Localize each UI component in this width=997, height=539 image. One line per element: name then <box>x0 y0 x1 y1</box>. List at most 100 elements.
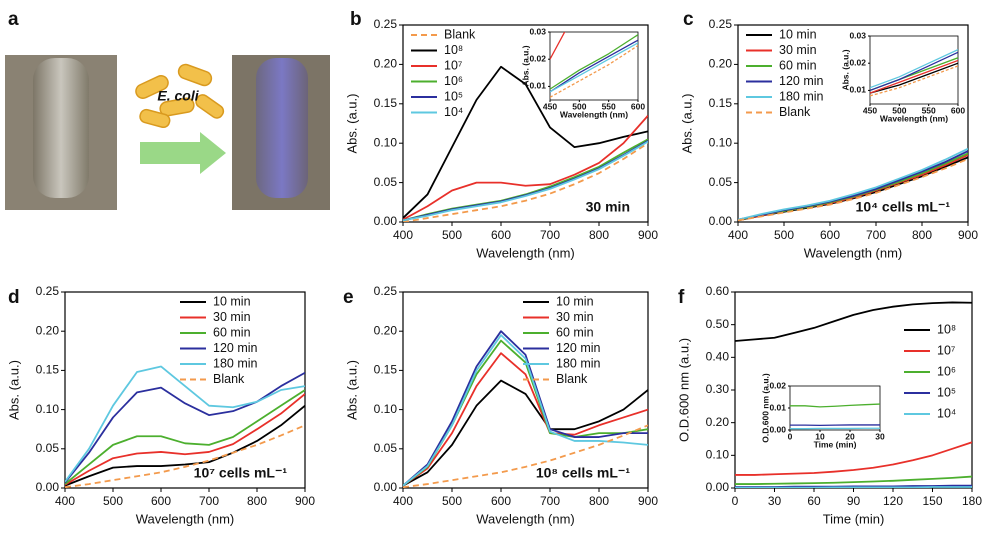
y-tick-label: 0.15 <box>374 96 398 110</box>
legend-label: 180 min <box>556 356 601 370</box>
y-tick-label: 0.20 <box>706 415 730 429</box>
x-tick-label: 900 <box>958 228 978 242</box>
y-tick-label: 0.01 <box>529 81 546 91</box>
x-tick-label: 800 <box>589 228 609 242</box>
legend-label: 10 min <box>213 294 251 308</box>
y-tick-label: 0.25 <box>374 284 398 298</box>
x-tick-label: 700 <box>540 494 560 508</box>
y-tick-label: 0.03 <box>529 26 546 36</box>
x-axis-label: Wavelength (nm) <box>880 113 948 123</box>
y-tick-label: 0.00 <box>36 480 60 494</box>
x-tick-label: 600 <box>491 228 511 242</box>
y-tick-label: 0.15 <box>374 363 398 377</box>
legend-label: 10⁷ <box>937 343 956 357</box>
x-axis-label: Wavelength (nm) <box>560 109 628 119</box>
annotation: 10⁸ cells mL⁻¹ <box>536 465 630 481</box>
y-axis-label: Abs. (a.u.) <box>520 45 530 86</box>
y-tick-label: 0.03 <box>849 30 866 40</box>
x-tick-label: 450 <box>863 105 877 115</box>
x-tick-label: 400 <box>728 228 748 242</box>
y-tick-label: 0.15 <box>709 96 733 110</box>
legend-label: 10 min <box>779 27 817 41</box>
legend-label: 180 min <box>213 356 258 370</box>
y-tick-label: 0.20 <box>709 57 733 71</box>
x-tick-label: 600 <box>491 494 511 508</box>
y-tick-label: 0.10 <box>374 402 398 416</box>
y-axis-label: Abs. (a.u.) <box>344 94 359 154</box>
legend-label: 10⁴ <box>937 406 956 420</box>
x-tick-label: 600 <box>151 494 171 508</box>
legend-label: 10 min <box>556 294 594 308</box>
y-axis-label: Abs. (a.u.) <box>344 360 359 420</box>
x-tick-label: 30 <box>875 431 885 441</box>
bacteria-label: E. coli <box>157 88 199 104</box>
legend-label: 180 min <box>779 89 824 103</box>
x-tick-label: 600 <box>951 105 965 115</box>
y-axis-label: Abs. (a.u.) <box>679 94 694 154</box>
tube-blue <box>256 58 308 198</box>
y-tick-label: 0.25 <box>36 284 60 298</box>
x-tick-label: 400 <box>393 494 413 508</box>
panel-letter: a <box>8 9 19 30</box>
legend-label: 10⁶ <box>444 74 463 88</box>
y-tick-label: 0.00 <box>374 214 398 228</box>
legend-label: 120 min <box>213 341 258 355</box>
x-tick-label: 30 <box>768 494 782 508</box>
y-axis-label: O.D.600 nm (a.u.) <box>760 373 770 443</box>
y-tick-label: 0.05 <box>709 175 733 189</box>
legend-label: Blank <box>444 27 476 41</box>
legend-label: 10⁵ <box>444 89 463 103</box>
legend-label: 30 min <box>213 310 251 324</box>
x-tick-label: 700 <box>540 228 560 242</box>
legend-label: 60 min <box>213 325 251 339</box>
y-tick-label: 0.20 <box>374 323 398 337</box>
tube-clear <box>33 58 89 198</box>
y-tick-label: 0.00 <box>769 424 786 434</box>
y-tick-label: 0.40 <box>706 350 730 364</box>
x-tick-label: 800 <box>247 494 267 508</box>
x-axis-label: Wavelength (nm) <box>804 245 903 260</box>
panel-letter: b <box>350 9 362 30</box>
x-tick-label: 600 <box>820 228 840 242</box>
x-tick-label: 500 <box>774 228 794 242</box>
y-tick-label: 0.10 <box>709 135 733 149</box>
y-tick-label: 0.00 <box>374 480 398 494</box>
y-tick-label: 0.10 <box>374 135 398 149</box>
y-tick-label: 0.05 <box>374 175 398 189</box>
x-tick-label: 500 <box>103 494 123 508</box>
legend-label: 60 min <box>779 58 817 72</box>
y-tick-label: 0.20 <box>374 57 398 71</box>
legend-label: 10⁸ <box>937 322 956 336</box>
x-tick-label: 900 <box>638 494 658 508</box>
x-tick-label: 900 <box>638 228 658 242</box>
panel-letter: e <box>343 287 354 308</box>
legend-label: 60 min <box>556 325 594 339</box>
y-tick-label: 0.30 <box>706 382 730 396</box>
legend-label: Blank <box>779 105 811 119</box>
x-tick-label: 0 <box>788 431 793 441</box>
x-tick-label: 700 <box>866 228 886 242</box>
x-tick-label: 0 <box>732 494 739 508</box>
x-tick-label: 500 <box>442 494 462 508</box>
x-axis-label: Wavelength (nm) <box>136 511 235 526</box>
y-tick-label: 0.00 <box>706 480 730 494</box>
x-axis-label: Time (min) <box>823 511 885 526</box>
y-tick-label: 0.01 <box>849 85 866 95</box>
y-tick-label: 0.01 <box>769 402 786 412</box>
legend-label: 120 min <box>779 74 824 88</box>
legend-label: 30 min <box>556 310 594 324</box>
x-tick-label: 90 <box>847 494 861 508</box>
y-tick-label: 0.00 <box>709 214 733 228</box>
y-tick-label: 0.05 <box>36 441 60 455</box>
annotation: 10⁴ cells mL⁻¹ <box>856 199 951 215</box>
annotation: 10⁷ cells mL⁻¹ <box>194 465 288 481</box>
x-tick-label: 60 <box>807 494 821 508</box>
panel-letter: d <box>8 287 20 308</box>
x-tick-label: 600 <box>631 101 645 111</box>
legend-label: 10⁴ <box>444 105 463 119</box>
x-tick-label: 800 <box>912 228 932 242</box>
y-tick-label: 0.15 <box>36 363 60 377</box>
